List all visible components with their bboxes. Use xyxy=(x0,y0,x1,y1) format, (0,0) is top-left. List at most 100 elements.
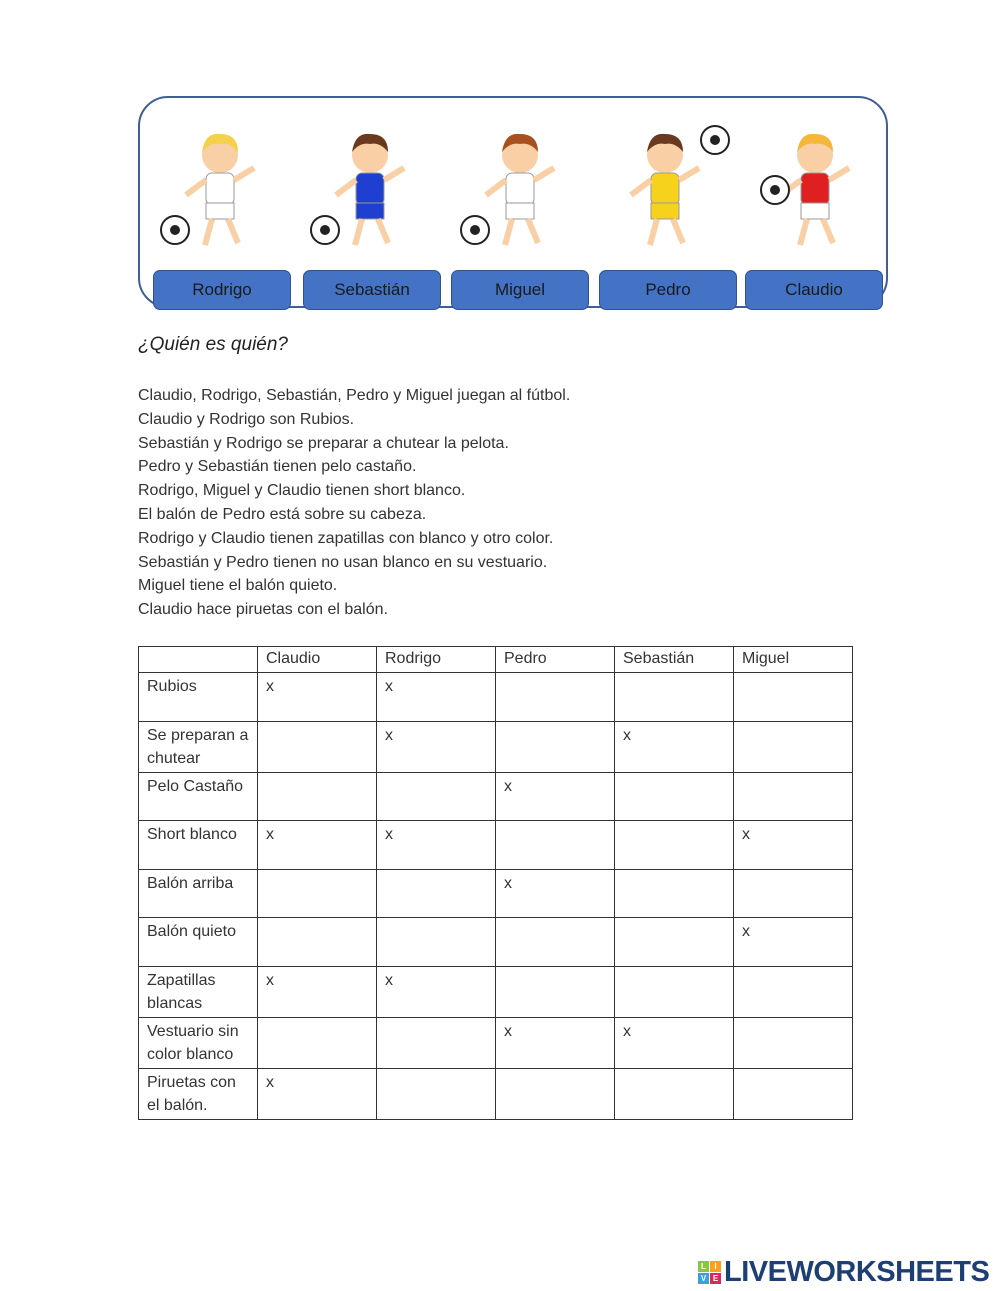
row-label: Vestuario sin color blanco xyxy=(138,1016,258,1069)
table-header-row: Claudio Rodrigo Pedro Sebastián Miguel xyxy=(138,646,853,673)
answer-cell[interactable]: x xyxy=(257,672,377,722)
answer-cell[interactable]: x xyxy=(614,1016,734,1069)
row-label: Balón arriba xyxy=(138,868,258,919)
answer-cell[interactable]: x xyxy=(257,1067,377,1120)
table-row: Balón quieto x xyxy=(138,917,853,967)
row-label: Short blanco xyxy=(138,820,258,870)
table-row: Pelo Castaño x xyxy=(138,771,853,822)
answer-cell[interactable]: x xyxy=(495,1016,615,1069)
answer-cell[interactable]: x xyxy=(614,720,734,773)
name-label-2[interactable]: Sebastián xyxy=(303,270,441,310)
answer-cell[interactable] xyxy=(614,820,734,870)
answer-cell[interactable] xyxy=(495,672,615,722)
table-row: Zapatillas blancas x x xyxy=(138,965,853,1018)
answer-cell[interactable]: x xyxy=(376,672,496,722)
answer-cell[interactable] xyxy=(614,917,734,967)
header-cell: Pedro xyxy=(495,646,615,673)
answer-cell[interactable] xyxy=(257,1016,377,1069)
player-illustration-3 xyxy=(450,120,590,260)
answer-cell[interactable] xyxy=(376,771,496,822)
row-label: Piruetas con el balón. xyxy=(138,1067,258,1120)
name-label-4[interactable]: Pedro xyxy=(599,270,737,310)
table-row: Piruetas con el balón. x xyxy=(138,1067,853,1120)
clue-line: Rodrigo, Miguel y Claudio tienen short b… xyxy=(138,482,466,500)
answer-cell[interactable]: x xyxy=(733,820,853,870)
player-illustration-5 xyxy=(745,120,885,260)
row-label: Se preparan a chutear xyxy=(138,720,258,773)
badge-letter: E xyxy=(710,1273,721,1284)
answer-cell[interactable] xyxy=(257,771,377,822)
answer-cell[interactable]: x xyxy=(495,771,615,822)
name-label-3[interactable]: Miguel xyxy=(451,270,589,310)
row-label: Pelo Castaño xyxy=(138,771,258,822)
answer-cell[interactable] xyxy=(733,771,853,822)
clue-line: Claudio y Rodrigo son Rubios. xyxy=(138,410,355,428)
answer-cell[interactable]: x xyxy=(376,965,496,1018)
row-label: Rubios xyxy=(138,672,258,722)
answer-cell[interactable]: x xyxy=(733,917,853,967)
badge-letter: V xyxy=(698,1273,709,1284)
table-row: Se preparan a chutear x x xyxy=(138,720,853,773)
answer-cell[interactable] xyxy=(495,917,615,967)
clue-line: Claudio, Rodrigo, Sebastián, Pedro y Mig… xyxy=(138,387,571,404)
answer-cell[interactable] xyxy=(495,720,615,773)
answer-cell[interactable] xyxy=(257,720,377,773)
player-illustration-4 xyxy=(595,120,735,260)
table-row: Rubios x x xyxy=(138,672,853,722)
answer-cell[interactable] xyxy=(495,820,615,870)
answer-cell[interactable] xyxy=(733,868,853,919)
answer-cell[interactable] xyxy=(376,868,496,919)
answer-cell[interactable] xyxy=(733,1067,853,1120)
answer-cell[interactable]: x xyxy=(376,720,496,773)
clue-line: Rodrigo y Claudio tienen zapatillas con … xyxy=(138,529,554,547)
answer-cell[interactable] xyxy=(614,965,734,1018)
answer-cell[interactable]: x xyxy=(495,868,615,919)
answer-cell[interactable] xyxy=(495,1067,615,1120)
clue-line: Pedro y Sebastián tienen pelo castaño. xyxy=(138,458,417,476)
logo-text: LIVEWORKSHEETS xyxy=(724,1256,990,1288)
answer-cell[interactable]: x xyxy=(257,965,377,1018)
answer-cell[interactable] xyxy=(376,917,496,967)
header-cell: Rodrigo xyxy=(376,646,496,673)
header-cell: Sebastián xyxy=(614,646,734,673)
badge-letter: I xyxy=(710,1261,721,1272)
answer-cell[interactable] xyxy=(257,917,377,967)
answer-cell[interactable] xyxy=(733,672,853,722)
player-illustration-1 xyxy=(150,120,290,260)
player-illustration-2 xyxy=(300,120,440,260)
name-label-5[interactable]: Claudio xyxy=(745,270,883,310)
answer-cell[interactable]: x xyxy=(257,820,377,870)
answer-cell[interactable] xyxy=(376,1016,496,1069)
answer-cell[interactable]: x xyxy=(376,820,496,870)
answer-cell[interactable] xyxy=(733,1016,853,1069)
row-label: Balón quieto xyxy=(138,917,258,967)
clue-line: El balón de Pedro está sobre su cabeza. xyxy=(138,505,427,523)
clue-line: Miguel tiene el balón quieto. xyxy=(138,577,338,595)
answer-cell[interactable] xyxy=(614,868,734,919)
answer-cell[interactable] xyxy=(733,720,853,773)
table-row: Balón arriba x xyxy=(138,868,853,919)
answer-cell[interactable] xyxy=(614,771,734,822)
name-label-1[interactable]: Rodrigo xyxy=(153,270,291,310)
header-cell: Miguel xyxy=(733,646,853,673)
answer-cell[interactable] xyxy=(376,1067,496,1120)
header-cell xyxy=(138,646,258,673)
answer-cell[interactable] xyxy=(733,965,853,1018)
page-title: ¿Quién es quién? xyxy=(138,334,288,355)
clue-line: Sebastián y Pedro tienen no usan blanco … xyxy=(138,553,548,571)
row-label: Zapatillas blancas xyxy=(138,965,258,1018)
clue-line: Claudio hace piruetas con el balón. xyxy=(138,601,388,619)
answer-cell[interactable] xyxy=(614,672,734,722)
clue-line: Sebastián y Rodrigo se preparar a chutea… xyxy=(138,434,509,452)
header-cell: Claudio xyxy=(257,646,377,673)
answer-cell[interactable] xyxy=(257,868,377,919)
answer-table: Claudio Rodrigo Pedro Sebastián Miguel Rubios… xyxy=(138,646,853,1120)
answer-cell[interactable] xyxy=(495,965,615,1018)
table-row: Short blanco x x x xyxy=(138,820,853,870)
table-row: Vestuario sin color blanco x x xyxy=(138,1016,853,1069)
badge-letter: L xyxy=(698,1261,709,1272)
answer-cell[interactable] xyxy=(614,1067,734,1120)
